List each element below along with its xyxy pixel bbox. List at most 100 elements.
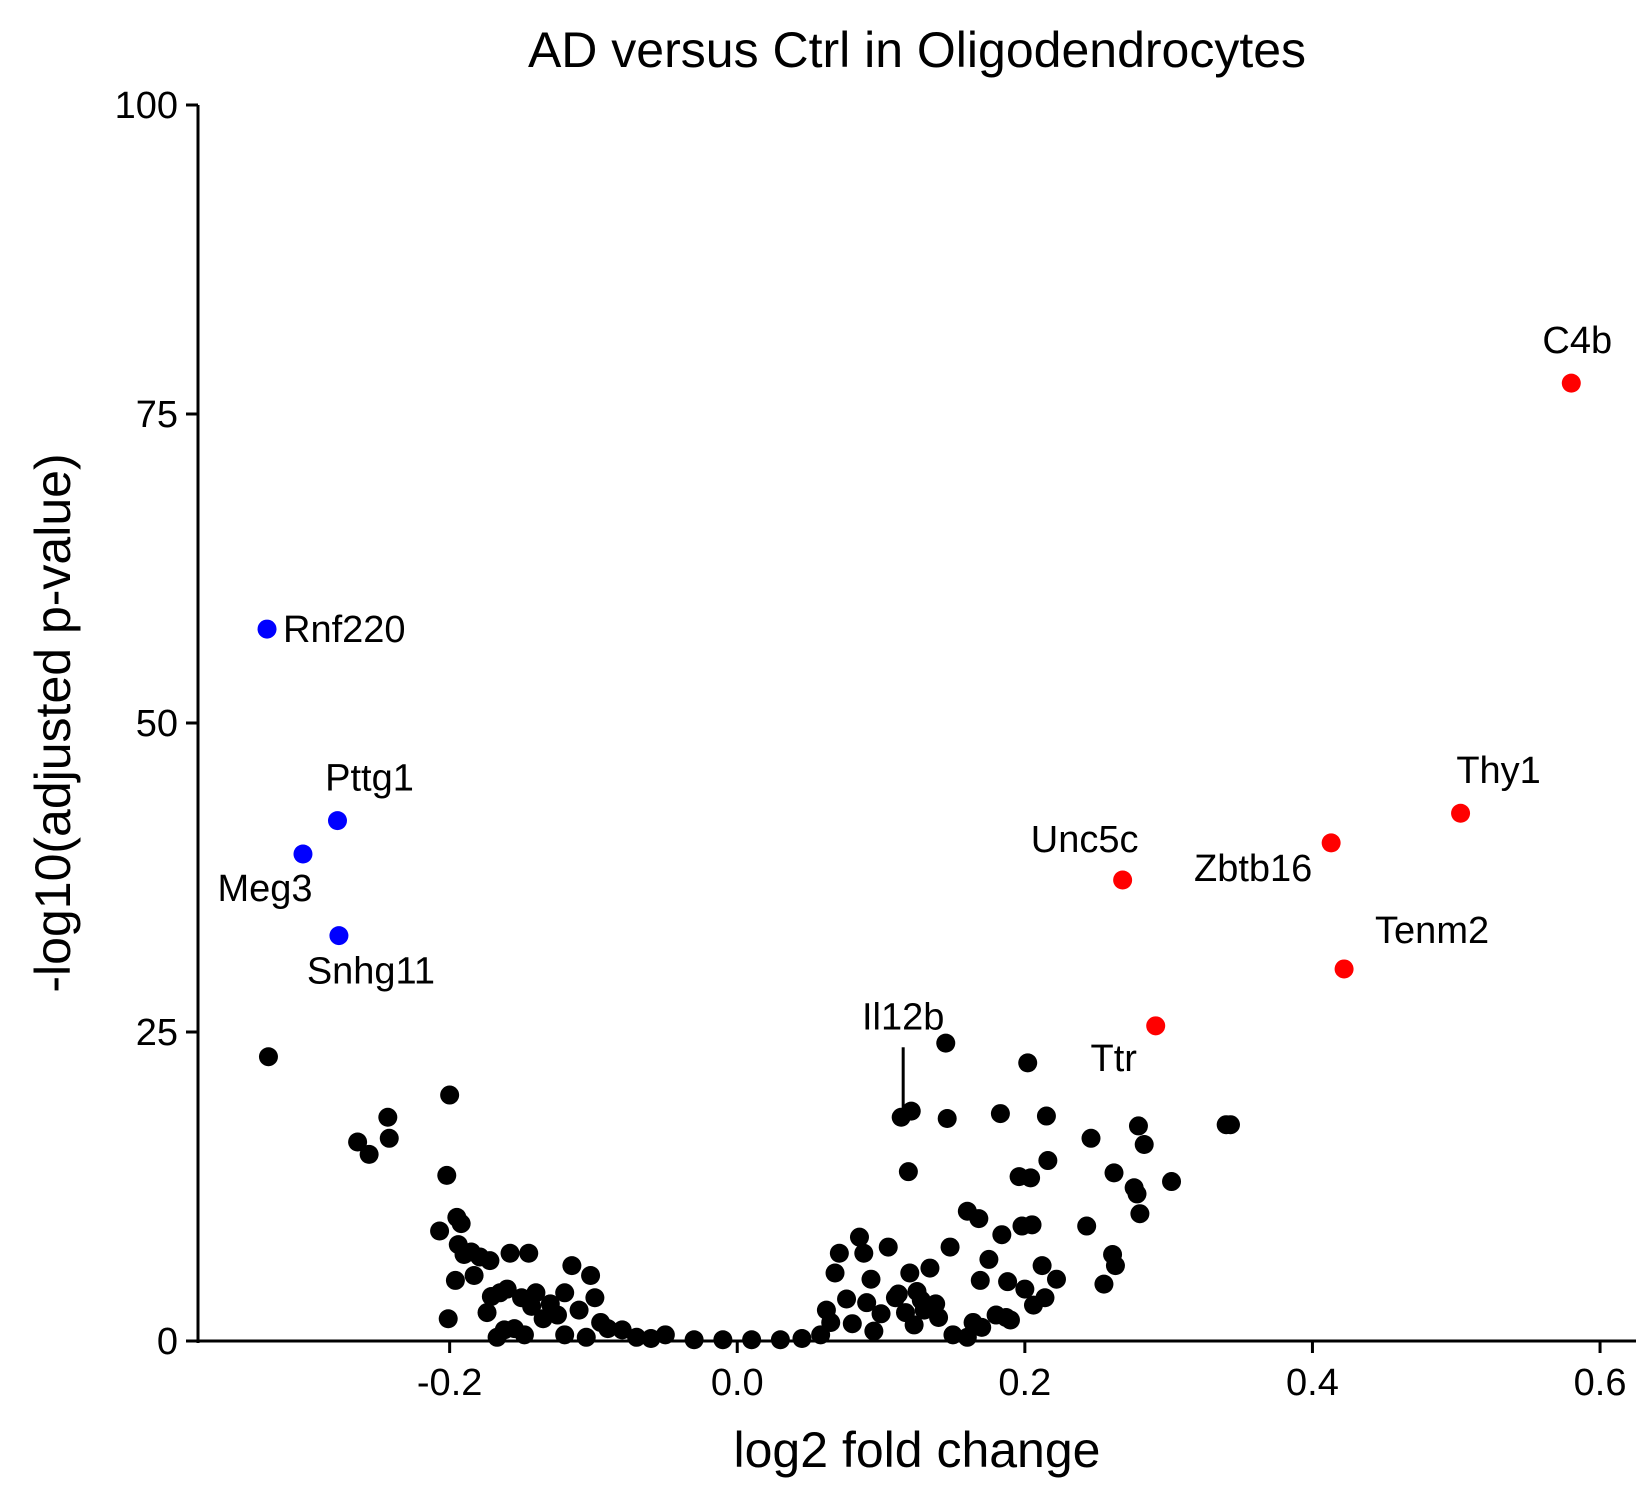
x-tick-label: 0.6 <box>1574 1362 1627 1404</box>
data-point <box>641 1329 661 1349</box>
data-point <box>998 1272 1018 1292</box>
data-point <box>911 1290 931 1310</box>
data-point-il12b <box>891 1107 911 1127</box>
data-point <box>555 1283 575 1303</box>
data-point <box>1094 1274 1114 1294</box>
point-labels: C4b Thy1 Zbtb16 Unc5c Tenm2 Ttr Rnf220 Pttg1 Meg… <box>217 320 1612 1110</box>
data-point-meg3 <box>293 844 313 864</box>
data-point <box>871 1304 891 1324</box>
data-point <box>1032 1256 1052 1276</box>
data-point <box>898 1162 918 1182</box>
y-tick-label: 75 <box>136 394 178 436</box>
data-point <box>445 1270 465 1290</box>
data-point <box>359 1144 379 1164</box>
y-tick-label: 0 <box>157 1321 178 1363</box>
data-point <box>1022 1215 1042 1235</box>
data-point <box>1046 1269 1066 1289</box>
data-point <box>963 1312 983 1332</box>
data-point <box>258 1047 278 1067</box>
y-axis-title: -log10(adjusted p-value) <box>25 453 81 992</box>
data-point <box>937 1109 957 1129</box>
data-point <box>430 1221 450 1241</box>
point-label-snhg11: Snhg11 <box>307 951 435 993</box>
axis-ticks: 0 25 50 75 100 -0.2 0.0 0.2 0.4 0.6 <box>115 85 1627 1404</box>
data-point <box>1220 1115 1240 1135</box>
data-point <box>477 1303 497 1323</box>
data-point <box>816 1300 836 1320</box>
y-tick-label: 50 <box>136 703 178 745</box>
data-point <box>1077 1216 1097 1236</box>
data-point <box>1134 1134 1154 1154</box>
data-point <box>957 1327 977 1347</box>
data-point <box>480 1251 500 1271</box>
data-point <box>936 1033 956 1053</box>
data-point <box>969 1209 989 1229</box>
data-point <box>500 1243 520 1263</box>
data-point <box>996 1308 1016 1328</box>
data-point <box>438 1309 458 1329</box>
data-point <box>792 1329 812 1349</box>
data-point <box>576 1327 596 1347</box>
data-point <box>487 1327 507 1347</box>
data-point <box>1104 1163 1124 1183</box>
data-point <box>1128 1116 1148 1136</box>
x-tick-label: 0.4 <box>1286 1362 1339 1404</box>
x-tick-label: 0.2 <box>998 1362 1051 1404</box>
data-point <box>1130 1204 1150 1224</box>
data-point <box>440 1085 460 1105</box>
data-point-c4b <box>1561 373 1581 393</box>
data-point <box>348 1132 368 1152</box>
data-point <box>861 1269 881 1289</box>
data-point <box>548 1305 567 1325</box>
data-point <box>970 1270 990 1290</box>
data-point <box>497 1279 517 1299</box>
data-point <box>1021 1168 1041 1188</box>
data-point-snhg11 <box>329 926 349 946</box>
data-point <box>979 1249 999 1269</box>
y-tick-label: 100 <box>115 85 178 127</box>
data-point <box>929 1308 949 1328</box>
data-point <box>581 1265 601 1285</box>
chart-title: AD versus Ctrl in Oligodendrocytes <box>528 22 1306 78</box>
data-point <box>379 1128 399 1148</box>
data-point-tenm2 <box>1334 959 1354 979</box>
x-tick-label: -0.2 <box>417 1362 482 1404</box>
data-point <box>904 1315 924 1335</box>
data-point <box>533 1309 553 1329</box>
point-label-ttr: Ttr <box>1090 1038 1137 1080</box>
data-point <box>464 1265 484 1285</box>
data-point <box>990 1104 1010 1124</box>
data-point <box>519 1243 539 1263</box>
x-axis-title: log2 fold change <box>734 1422 1101 1478</box>
data-point <box>1015 1279 1035 1299</box>
y-tick-label: 25 <box>136 1012 178 1054</box>
point-label-il12b: Il12b <box>862 996 944 1038</box>
data-point <box>1035 1288 1055 1308</box>
data-point <box>849 1227 869 1247</box>
data-point-pttg1 <box>327 811 347 831</box>
data-point <box>940 1237 960 1257</box>
data-point-unc5c <box>1113 870 1133 890</box>
data-point <box>1105 1256 1125 1276</box>
axes <box>196 105 1636 1343</box>
data-point <box>585 1288 605 1308</box>
data-point-ttr <box>1146 1016 1166 1036</box>
point-label-thy1: Thy1 <box>1456 750 1540 792</box>
data-point <box>612 1320 632 1340</box>
data-point <box>854 1243 874 1263</box>
data-points <box>257 373 1581 1350</box>
data-point <box>842 1314 862 1334</box>
data-point <box>864 1321 884 1341</box>
point-label-pttg1: Pttg1 <box>325 758 414 800</box>
data-point-thy1 <box>1451 803 1471 823</box>
data-point <box>437 1165 457 1185</box>
point-label-meg3: Meg3 <box>217 868 312 910</box>
data-point <box>992 1225 1012 1245</box>
data-point <box>888 1284 908 1304</box>
data-point <box>569 1300 589 1320</box>
data-point <box>1081 1128 1101 1148</box>
data-point-rnf220 <box>257 619 277 639</box>
point-label-c4b: C4b <box>1542 320 1612 362</box>
point-label-rnf220: Rnf220 <box>283 609 406 651</box>
